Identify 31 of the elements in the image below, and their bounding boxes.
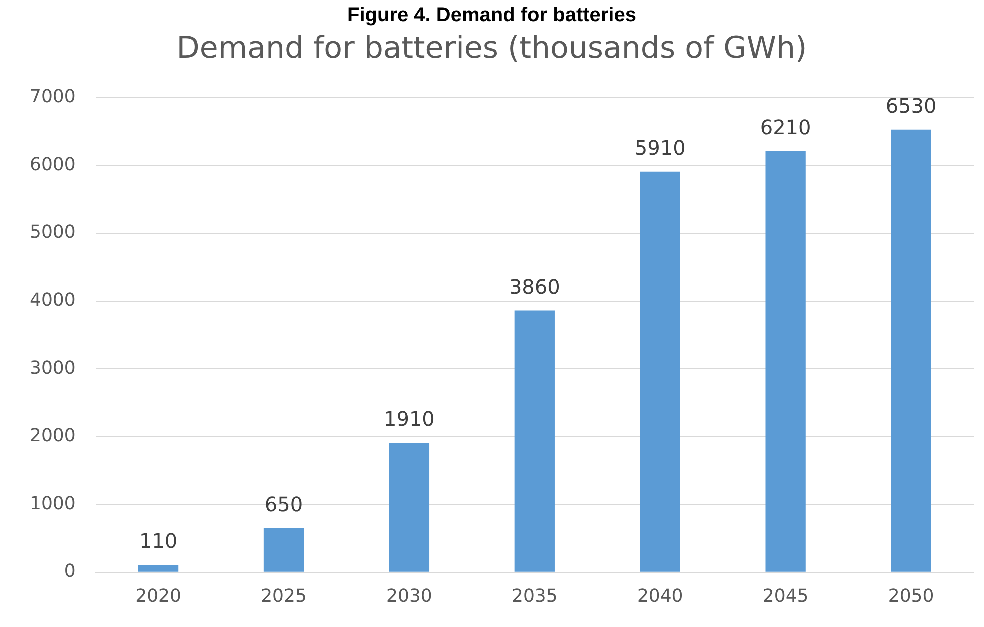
x-tick-label: 2025 (261, 586, 307, 607)
data-label: 110 (139, 529, 178, 554)
data-label: 1910 (384, 407, 435, 432)
bar (514, 310, 555, 572)
y-tick-label: 3000 (30, 358, 76, 379)
data-label: 650 (264, 492, 304, 517)
x-tick-label: 2020 (136, 586, 182, 607)
data-label: 6530 (886, 94, 937, 118)
data-label: 3860 (509, 275, 560, 300)
chart-subtitle: Demand for batteries (thousands of GWh) (176, 30, 808, 66)
x-tick-label: 2050 (888, 586, 934, 607)
y-tick-label: 4000 (30, 290, 76, 311)
bar (138, 564, 179, 572)
data-label: 5910 (634, 136, 686, 160)
y-tick-label: 1000 (30, 493, 76, 514)
x-tick-label: 2045 (762, 586, 809, 607)
y-tick-label: 2000 (30, 426, 76, 447)
y-tick-label: 5000 (30, 222, 76, 244)
bar (640, 172, 680, 572)
x-tick-label: 2040 (637, 586, 684, 607)
data-label: 6210 (760, 116, 812, 140)
x-tick-label: 2035 (512, 586, 558, 607)
bar (766, 152, 806, 572)
bar (264, 528, 304, 572)
y-tick-label: 0 (64, 561, 76, 582)
chart-title: Figure 4. Demand for batteries (348, 4, 636, 27)
y-tick-label: 6000 (30, 154, 76, 176)
bar (389, 442, 430, 572)
bar (891, 130, 932, 572)
y-tick-label: 7000 (30, 86, 76, 108)
x-tick-label: 2030 (386, 586, 432, 607)
